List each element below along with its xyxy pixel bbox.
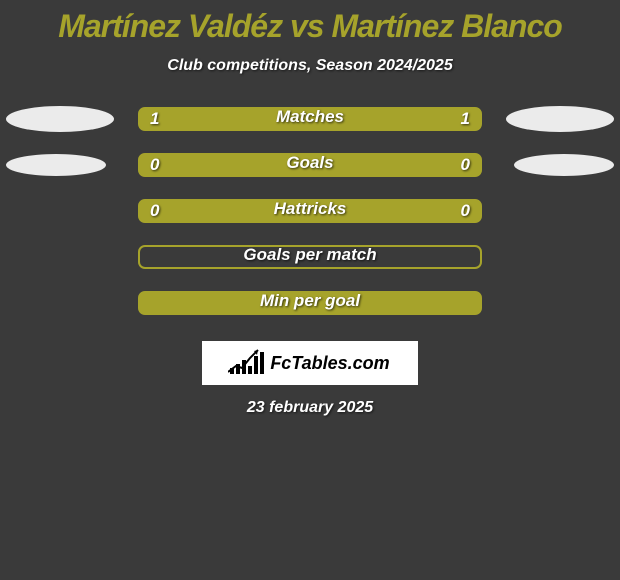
logo-bar-icon [254,356,258,374]
stat-bar [138,153,482,177]
stat-value-left: 0 [150,155,159,175]
left-ellipse-icon [6,154,106,176]
right-ellipse-icon [506,106,614,132]
logo-bar-icon [242,360,246,374]
right-ellipse-icon [514,154,614,176]
left-ellipse-icon [6,106,114,132]
logo-bar-icon [236,364,240,374]
stat-row: Hattricks00 [0,199,620,223]
stat-value-left: 0 [150,201,159,221]
stat-bar [138,107,482,131]
logo-bar-icon [260,352,264,374]
stat-row: Goals per match [0,245,620,269]
stat-bar [138,291,482,315]
logo-bar-icon [230,368,234,374]
stat-rows-container: Matches11Goals00Hattricks00Goals per mat… [0,107,620,315]
page-title: Martínez Valdéz vs Martínez Blanco [0,0,620,45]
stat-value-right: 1 [461,109,470,129]
logo-chart-icon [230,352,264,374]
logo-bar-icon [248,366,252,374]
date-text: 23 february 2025 [0,399,620,417]
stat-bar [138,245,482,269]
subtitle: Club competitions, Season 2024/2025 [0,57,620,75]
stat-row: Goals00 [0,153,620,177]
stat-value-left: 1 [150,109,159,129]
stat-bar [138,199,482,223]
stat-row: Min per goal [0,291,620,315]
stat-value-right: 0 [461,201,470,221]
logo-box: FcTables.com [202,341,418,385]
logo-text: FcTables.com [270,353,389,374]
stat-value-right: 0 [461,155,470,175]
stat-row: Matches11 [0,107,620,131]
